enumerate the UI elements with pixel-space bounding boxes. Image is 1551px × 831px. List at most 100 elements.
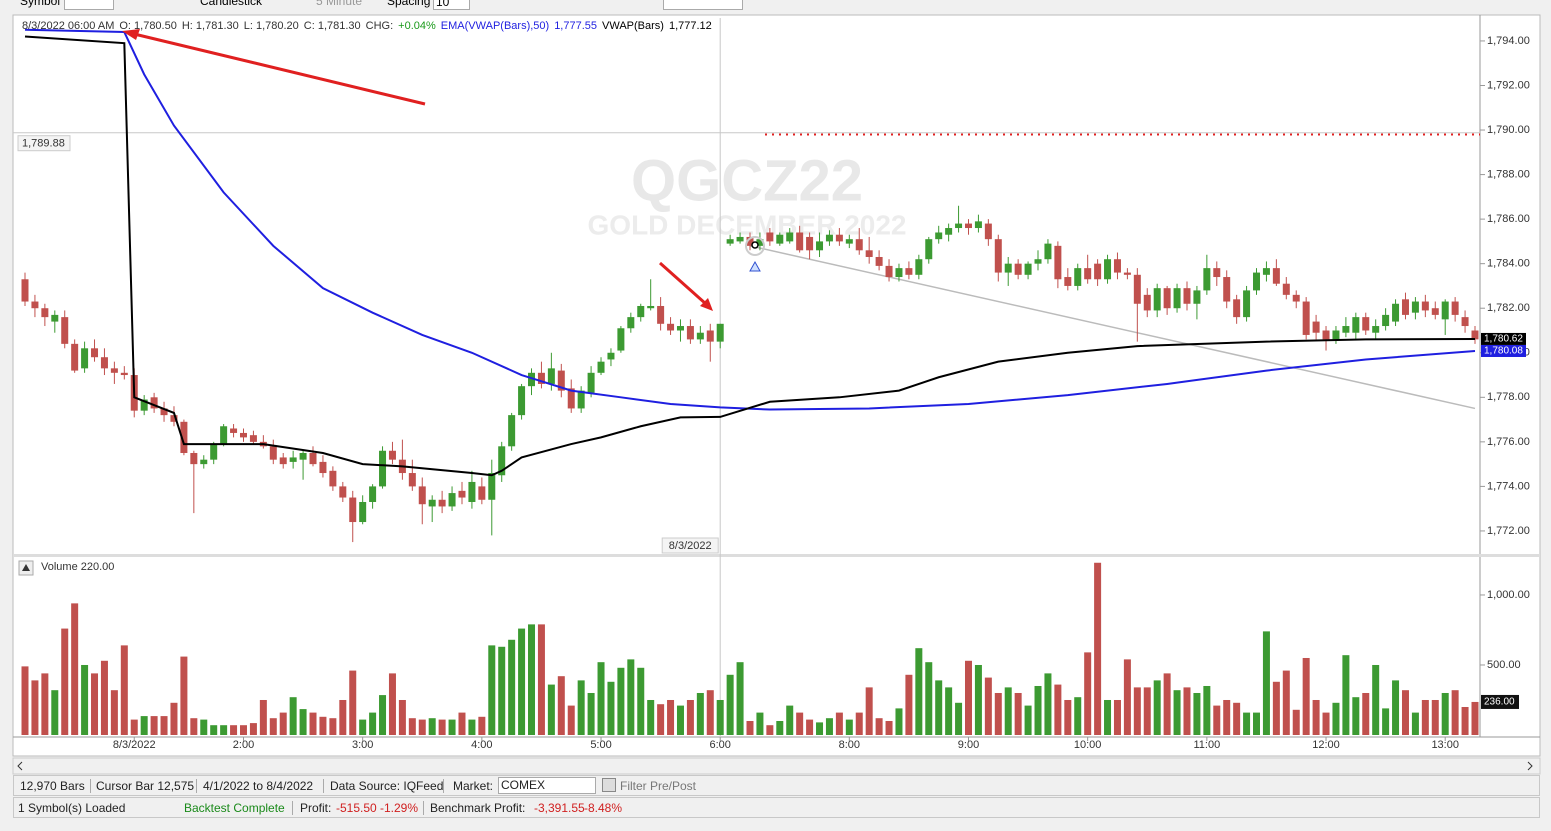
volume-bar — [1382, 708, 1390, 735]
candle-body — [816, 241, 824, 251]
candle-body — [1064, 277, 1072, 286]
volume-bar — [885, 720, 893, 735]
candle-body — [528, 372, 536, 387]
candle-body — [1451, 301, 1459, 315]
volume-bar — [637, 667, 645, 735]
candle-body — [657, 305, 665, 324]
candle-body — [1143, 294, 1151, 311]
y-tick-label: 500.00 — [1487, 659, 1521, 671]
crosshair-x-label: 8/3/2022 — [669, 540, 712, 552]
volume-bar — [518, 628, 526, 735]
volume-bar — [1203, 685, 1211, 735]
y-tick-label: 1,792.00 — [1487, 79, 1530, 91]
candle-body — [686, 326, 694, 340]
scrollbar[interactable] — [12, 757, 1541, 775]
market-select[interactable]: COMEX — [498, 777, 596, 794]
candle-body — [835, 234, 843, 242]
volume-bar — [339, 699, 347, 735]
info-value: -8.48% — [584, 801, 623, 815]
candle-body — [885, 265, 893, 278]
volume-bar — [567, 705, 575, 735]
volume-bar — [1064, 699, 1072, 735]
volume-bar — [1004, 687, 1012, 735]
volume-bar — [905, 674, 913, 735]
volume-bar — [1193, 692, 1201, 735]
trendline — [749, 245, 1476, 410]
candle-body — [1352, 317, 1360, 333]
volume-bar — [776, 720, 784, 735]
candle-body — [1411, 301, 1419, 313]
candle-body — [676, 326, 684, 331]
volume-bar — [994, 692, 1002, 735]
y-tick-label: 1,788.00 — [1487, 168, 1530, 180]
candle-body — [180, 421, 188, 453]
candle-body — [51, 314, 59, 322]
volume-bar — [706, 690, 714, 735]
candle-body — [716, 323, 724, 342]
volume-bar — [686, 699, 694, 735]
candle-body — [1382, 314, 1390, 327]
candle-body — [667, 323, 675, 331]
volume-bar — [925, 662, 933, 735]
y-tick-label: 1,786.00 — [1487, 213, 1530, 225]
candle-body — [1461, 317, 1469, 327]
entry-signal — [749, 260, 761, 272]
candle-body — [1133, 274, 1141, 304]
volume-bar — [1352, 697, 1360, 735]
volume-bar — [875, 718, 883, 735]
volume-bar — [230, 725, 238, 735]
volume-bar — [786, 705, 794, 735]
checkbox[interactable] — [602, 778, 616, 792]
volume-bar — [309, 712, 317, 735]
candle-body — [1421, 301, 1429, 311]
candle-body — [1054, 245, 1062, 280]
volume-bar — [289, 697, 297, 735]
volume-bar — [379, 695, 387, 735]
volume-bar — [100, 660, 108, 735]
volume-bar — [239, 725, 247, 735]
volume-bar — [130, 719, 138, 735]
volume-bar — [349, 670, 357, 735]
volume-bar — [140, 716, 148, 735]
volume-bar — [696, 692, 704, 735]
volume-bar — [537, 624, 545, 735]
volume-bar — [160, 716, 168, 735]
volume-bar — [825, 718, 833, 735]
symbol-input[interactable] — [64, 0, 114, 10]
candle-body — [1173, 288, 1181, 309]
volume-bar — [398, 699, 406, 735]
price-tag-label: 1,780.08 — [1484, 346, 1523, 357]
scroll-arrows[interactable] — [17, 761, 1533, 771]
candle-body — [1262, 268, 1270, 275]
candle-body — [746, 236, 754, 246]
dropdown[interactable] — [663, 0, 743, 10]
chart-style[interactable]: Candlestick — [200, 0, 263, 8]
candle-body — [825, 234, 833, 242]
volume-bar — [1163, 673, 1171, 735]
candle-body — [1014, 263, 1022, 275]
x-tick-label: 4:00 — [471, 739, 492, 751]
candle-body — [1282, 283, 1290, 295]
volume-tag-label: 236.00 — [1484, 697, 1515, 708]
volume-bar — [1084, 652, 1092, 735]
candle-body — [964, 223, 972, 229]
x-tick-label: 8:00 — [839, 739, 860, 751]
volume-bar — [1183, 687, 1191, 735]
interval[interactable]: 5 Minute — [316, 0, 363, 8]
volume-bar — [1024, 705, 1032, 735]
x-tick-label: 6:00 — [709, 739, 730, 751]
volume-bar — [478, 716, 486, 735]
candle-body — [239, 432, 247, 438]
candle-body — [776, 234, 784, 244]
volume-bar — [547, 684, 555, 735]
spacing-input[interactable]: 10 — [433, 0, 471, 10]
annotation-arrow — [129, 31, 426, 106]
candle-body — [170, 415, 178, 422]
candle-body — [756, 239, 764, 246]
volume-bar — [61, 628, 69, 735]
volume-bar — [1292, 709, 1300, 735]
candle-body — [100, 357, 108, 369]
volume-bar — [249, 723, 257, 735]
info-text: 1 Symbol(s) Loaded — [18, 801, 126, 815]
volume-bar — [736, 662, 744, 735]
